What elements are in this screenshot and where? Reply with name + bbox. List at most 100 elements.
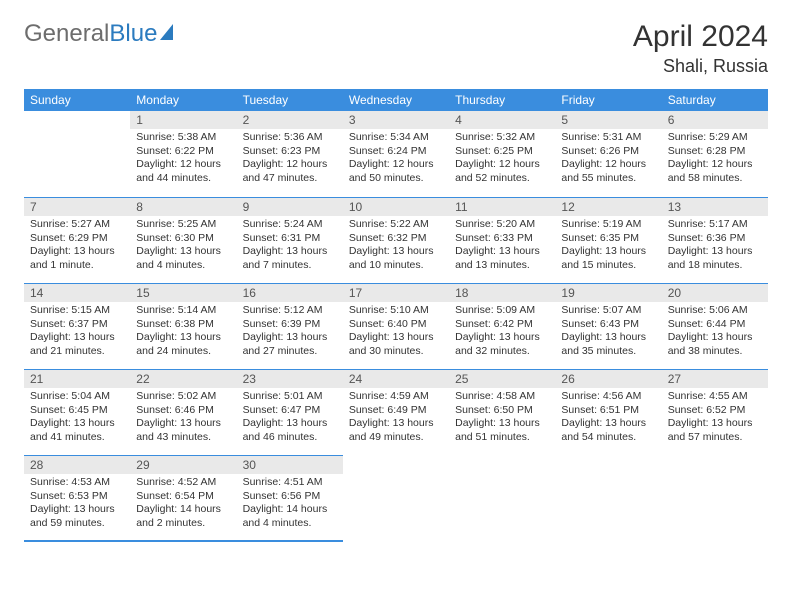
day-number: 18 [449, 283, 555, 302]
calendar-day-cell: 18Sunrise: 5:09 AMSunset: 6:42 PMDayligh… [449, 283, 555, 369]
day-number: 25 [449, 369, 555, 388]
daylight-text: Daylight: 13 hours and 15 minutes. [561, 245, 655, 272]
sunset-text: Sunset: 6:53 PM [30, 490, 124, 504]
sunrise-text: Sunrise: 5:19 AM [561, 218, 655, 232]
daylight-text: Daylight: 13 hours and 24 minutes. [136, 331, 230, 358]
day-details: Sunrise: 5:27 AMSunset: 6:29 PMDaylight:… [24, 216, 130, 279]
daylight-text: Daylight: 13 hours and 32 minutes. [455, 331, 549, 358]
sunset-text: Sunset: 6:29 PM [30, 232, 124, 246]
sunrise-text: Sunrise: 4:58 AM [455, 390, 549, 404]
day-number: 26 [555, 369, 661, 388]
day-details: Sunrise: 5:29 AMSunset: 6:28 PMDaylight:… [662, 129, 768, 192]
sunrise-text: Sunrise: 5:29 AM [668, 131, 762, 145]
sunrise-text: Sunrise: 5:12 AM [243, 304, 337, 318]
daylight-text: Daylight: 13 hours and 13 minutes. [455, 245, 549, 272]
day-number: 11 [449, 197, 555, 216]
day-number: 23 [237, 369, 343, 388]
calendar-day-cell [449, 455, 555, 541]
calendar-day-cell: 23Sunrise: 5:01 AMSunset: 6:47 PMDayligh… [237, 369, 343, 455]
brand-logo: GeneralBlue [24, 20, 179, 48]
day-number: 17 [343, 283, 449, 302]
day-details: Sunrise: 5:07 AMSunset: 6:43 PMDaylight:… [555, 302, 661, 365]
calendar-day-cell: 22Sunrise: 5:02 AMSunset: 6:46 PMDayligh… [130, 369, 236, 455]
day-details: Sunrise: 5:12 AMSunset: 6:39 PMDaylight:… [237, 302, 343, 365]
day-details: Sunrise: 5:38 AMSunset: 6:22 PMDaylight:… [130, 129, 236, 192]
daylight-text: Daylight: 13 hours and 35 minutes. [561, 331, 655, 358]
daylight-text: Daylight: 13 hours and 1 minute. [30, 245, 124, 272]
sunset-text: Sunset: 6:24 PM [349, 145, 443, 159]
calendar-day-cell: 17Sunrise: 5:10 AMSunset: 6:40 PMDayligh… [343, 283, 449, 369]
sunrise-text: Sunrise: 5:36 AM [243, 131, 337, 145]
sunrise-text: Sunrise: 5:22 AM [349, 218, 443, 232]
day-number: 20 [662, 283, 768, 302]
day-details: Sunrise: 5:17 AMSunset: 6:36 PMDaylight:… [662, 216, 768, 279]
sunrise-text: Sunrise: 5:24 AM [243, 218, 337, 232]
calendar-day-cell: 8Sunrise: 5:25 AMSunset: 6:30 PMDaylight… [130, 197, 236, 283]
sunrise-text: Sunrise: 5:09 AM [455, 304, 549, 318]
sunset-text: Sunset: 6:52 PM [668, 404, 762, 418]
sunset-text: Sunset: 6:30 PM [136, 232, 230, 246]
daylight-text: Daylight: 13 hours and 4 minutes. [136, 245, 230, 272]
day-number: 22 [130, 369, 236, 388]
calendar-day-cell: 15Sunrise: 5:14 AMSunset: 6:38 PMDayligh… [130, 283, 236, 369]
calendar-day-cell [343, 455, 449, 541]
sunrise-text: Sunrise: 5:10 AM [349, 304, 443, 318]
sunrise-text: Sunrise: 4:55 AM [668, 390, 762, 404]
daylight-text: Daylight: 13 hours and 51 minutes. [455, 417, 549, 444]
sunset-text: Sunset: 6:35 PM [561, 232, 655, 246]
day-details: Sunrise: 4:58 AMSunset: 6:50 PMDaylight:… [449, 388, 555, 451]
weekday-header: Monday [130, 89, 236, 111]
day-number: 13 [662, 197, 768, 216]
day-details: Sunrise: 5:10 AMSunset: 6:40 PMDaylight:… [343, 302, 449, 365]
day-details: Sunrise: 5:34 AMSunset: 6:24 PMDaylight:… [343, 129, 449, 192]
sunset-text: Sunset: 6:25 PM [455, 145, 549, 159]
sunset-text: Sunset: 6:31 PM [243, 232, 337, 246]
sunrise-text: Sunrise: 5:17 AM [668, 218, 762, 232]
calendar-day-cell: 19Sunrise: 5:07 AMSunset: 6:43 PMDayligh… [555, 283, 661, 369]
sunset-text: Sunset: 6:23 PM [243, 145, 337, 159]
calendar-day-cell [555, 455, 661, 541]
day-number: 1 [130, 111, 236, 129]
sunrise-text: Sunrise: 5:31 AM [561, 131, 655, 145]
day-details: Sunrise: 5:06 AMSunset: 6:44 PMDaylight:… [662, 302, 768, 365]
calendar-day-cell: 5Sunrise: 5:31 AMSunset: 6:26 PMDaylight… [555, 111, 661, 197]
daylight-text: Daylight: 13 hours and 30 minutes. [349, 331, 443, 358]
day-details: Sunrise: 5:36 AMSunset: 6:23 PMDaylight:… [237, 129, 343, 192]
brand-part1: General [24, 20, 109, 48]
sunset-text: Sunset: 6:56 PM [243, 490, 337, 504]
sunrise-text: Sunrise: 5:34 AM [349, 131, 443, 145]
calendar-day-cell: 24Sunrise: 4:59 AMSunset: 6:49 PMDayligh… [343, 369, 449, 455]
location: Shali, Russia [633, 56, 768, 77]
day-details: Sunrise: 5:24 AMSunset: 6:31 PMDaylight:… [237, 216, 343, 279]
calendar-day-cell: 25Sunrise: 4:58 AMSunset: 6:50 PMDayligh… [449, 369, 555, 455]
day-number: 14 [24, 283, 130, 302]
daylight-text: Daylight: 12 hours and 44 minutes. [136, 158, 230, 185]
brand-part2: Blue [109, 20, 157, 48]
calendar-day-cell: 20Sunrise: 5:06 AMSunset: 6:44 PMDayligh… [662, 283, 768, 369]
daylight-text: Daylight: 14 hours and 4 minutes. [243, 503, 337, 530]
sunset-text: Sunset: 6:44 PM [668, 318, 762, 332]
weekday-header: Thursday [449, 89, 555, 111]
sunrise-text: Sunrise: 4:53 AM [30, 476, 124, 490]
sunset-text: Sunset: 6:33 PM [455, 232, 549, 246]
day-number: 2 [237, 111, 343, 129]
day-number: 19 [555, 283, 661, 302]
day-details: Sunrise: 5:31 AMSunset: 6:26 PMDaylight:… [555, 129, 661, 192]
weekday-header: Sunday [24, 89, 130, 111]
day-details: Sunrise: 5:01 AMSunset: 6:47 PMDaylight:… [237, 388, 343, 451]
day-number: 21 [24, 369, 130, 388]
daylight-text: Daylight: 14 hours and 2 minutes. [136, 503, 230, 530]
sunset-text: Sunset: 6:28 PM [668, 145, 762, 159]
day-number: 3 [343, 111, 449, 129]
day-number: 24 [343, 369, 449, 388]
day-details: Sunrise: 5:04 AMSunset: 6:45 PMDaylight:… [24, 388, 130, 451]
calendar-day-cell: 27Sunrise: 4:55 AMSunset: 6:52 PMDayligh… [662, 369, 768, 455]
day-number: 5 [555, 111, 661, 129]
day-details: Sunrise: 4:56 AMSunset: 6:51 PMDaylight:… [555, 388, 661, 451]
day-details: Sunrise: 5:14 AMSunset: 6:38 PMDaylight:… [130, 302, 236, 365]
sunrise-text: Sunrise: 5:15 AM [30, 304, 124, 318]
sunrise-text: Sunrise: 5:02 AM [136, 390, 230, 404]
sunset-text: Sunset: 6:37 PM [30, 318, 124, 332]
sunset-text: Sunset: 6:54 PM [136, 490, 230, 504]
calendar-day-cell [662, 455, 768, 541]
